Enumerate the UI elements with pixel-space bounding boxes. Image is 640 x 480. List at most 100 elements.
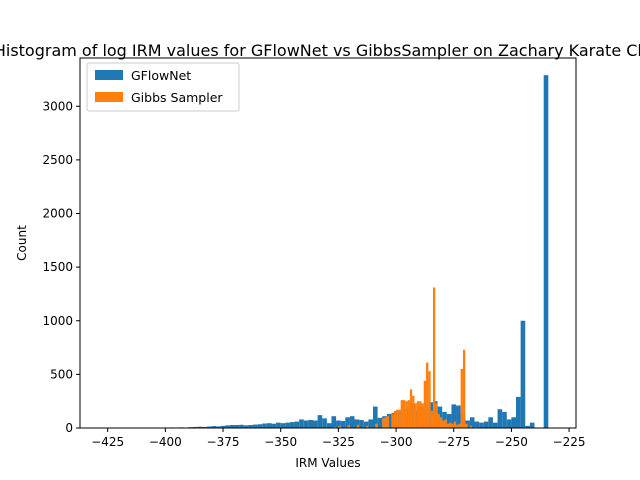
y-tick-label: 2000 [42, 207, 73, 221]
gflownet-bar-68 [451, 404, 457, 428]
gflownet-bar-81 [511, 417, 517, 428]
gflownet-bar-75 [483, 421, 489, 428]
gibbs-sampler-bar-38 [458, 423, 461, 428]
gflownet-bar-85 [529, 422, 535, 428]
gibbs-sampler-bar-12 [398, 409, 401, 428]
gflownet-bar-47 [354, 419, 360, 428]
legend-label-gibbs-sampler: Gibbs Sampler [131, 90, 223, 105]
gflownet-bar-14 [202, 426, 207, 428]
legend-frame [86, 62, 240, 112]
gibbs-sampler-bar-31 [442, 420, 445, 428]
gflownet-bar-41 [326, 423, 332, 428]
plot-frame [79, 57, 577, 429]
gibbs-sampler-bar-7 [384, 417, 387, 428]
gflownet-bar-46 [349, 416, 355, 428]
gibbs-sampler-bar-43 [474, 426, 477, 428]
gflownet-bar-21 [234, 425, 240, 428]
gibbs-sampler-bar-15 [405, 401, 408, 428]
gibbs-sampler-bar-20 [416, 401, 420, 428]
gflownet-bar-50 [368, 419, 373, 428]
gibbs-sampler-bar-6 [382, 418, 385, 428]
x-axis: −425 −400 −375 −350 −325 −300 −275 −250 −225 [91, 428, 586, 449]
gflownet-bar-48 [359, 419, 364, 428]
chart-title: Histogram of log IRM values for GFlowNet… [0, 41, 640, 60]
gibbs-sampler-bar-42 [469, 425, 473, 428]
gibbs-sampler-bar-3 [356, 424, 360, 428]
gibbs-sampler-bar-23 [423, 380, 427, 428]
gibbs-sampler-bar-27 [432, 287, 436, 428]
gibbs-sampler-bar-2 [347, 425, 350, 428]
y-axis: 0 500 1000 1500 2000 2500 3000 [42, 99, 80, 435]
gibbs-sampler-bar-13 [400, 400, 403, 428]
gibbs-sampler-bar-39 [460, 369, 463, 428]
legend-label-gflownet: GFlowNet [131, 68, 191, 83]
gflownet-bar-15 [206, 426, 212, 428]
x-tick-label: −375 [207, 435, 240, 449]
gibbs-sampler-bar-18 [412, 395, 415, 428]
gibbs-sampler-bar-1 [338, 425, 341, 428]
gibbs-sampler-bar-37 [456, 424, 459, 428]
gflownet-bar-82 [516, 396, 521, 428]
gflownet-bar-23 [243, 425, 249, 428]
gflownet-bar-73 [474, 421, 480, 428]
x-tick-label: −400 [149, 435, 182, 449]
y-tick-label: 0 [65, 421, 73, 435]
gibbs-sampler-bar-28 [435, 403, 438, 428]
gflownet-bar-30 [276, 422, 281, 428]
gflownet-bar-67 [446, 414, 452, 428]
gflownet-bar-39 [317, 415, 323, 428]
legend: GFlowNet Gibbs Sampler [86, 62, 240, 112]
legend-swatch-gflownet [95, 70, 123, 80]
gflownet-bar-74 [479, 422, 484, 428]
gibbs-sampler-bar-26 [430, 410, 433, 428]
x-tick-label: −425 [91, 435, 124, 449]
gibbs-sampler-bar-8 [386, 416, 390, 428]
gflownet-bar-32 [285, 422, 290, 428]
gflownet-bar-49 [363, 421, 369, 428]
gibbs-sampler-bar-11 [396, 409, 399, 428]
gflownet-bar-80 [506, 419, 512, 428]
gibbs-sampler-bar-17 [409, 389, 413, 428]
gibbs-sampler-bar-35 [451, 423, 454, 428]
y-tick-label: 1500 [42, 260, 73, 274]
gflownet-bar-29 [271, 423, 277, 428]
gflownet-bar-37 [308, 419, 313, 428]
gibbs-sampler-bar-0 [333, 426, 337, 428]
x-tick-label: −250 [495, 435, 528, 449]
gibbs-sampler-bar-33 [446, 423, 450, 428]
gflownet-bar-76 [488, 417, 493, 428]
gibbs-sampler-bar-21 [419, 401, 422, 428]
y-tick-label: 3000 [42, 99, 73, 113]
gibbs-sampler-bar-10 [393, 410, 397, 428]
gibbs-sampler-bar-9 [391, 414, 394, 428]
gibbs-sampler-bar-22 [421, 403, 424, 428]
y-axis-title: Count [15, 225, 29, 261]
gibbs-sampler-bar-40 [462, 349, 466, 428]
gibbs-sampler-bar-16 [407, 400, 410, 428]
y-tick-label: 1000 [42, 314, 73, 328]
legend-swatch-gibbs-sampler [95, 92, 123, 102]
x-tick-label: −225 [553, 435, 586, 449]
x-axis-title: IRM Values [295, 456, 360, 470]
gflownet-bar-79 [502, 411, 507, 428]
x-tick-label: −325 [322, 435, 355, 449]
gflownet-bar-16 [211, 426, 217, 428]
gibbs-sampler-bar-4 [366, 425, 369, 428]
gflownet-bar-28 [266, 423, 272, 428]
gflownet-bar-27 [262, 423, 267, 428]
x-tick-label: −350 [264, 435, 297, 449]
gflownet-bar-36 [303, 420, 309, 428]
gibbs-sampler-bar-30 [439, 417, 443, 428]
gflownet-bar-44 [340, 421, 346, 428]
gibbs-sampler-bar-29 [437, 414, 440, 428]
gibbs-sampler-series [333, 287, 477, 428]
gflownet-bar-43 [336, 420, 341, 428]
gflownet-bar-13 [197, 426, 203, 428]
gflownet-bar-24 [248, 425, 254, 428]
gflownet-bar-51 [372, 406, 378, 428]
gflownet-bar-69 [456, 405, 461, 428]
gflownet-bar-22 [239, 424, 244, 428]
gflownet-bar-31 [280, 423, 286, 428]
x-tick-label: −275 [437, 435, 470, 449]
